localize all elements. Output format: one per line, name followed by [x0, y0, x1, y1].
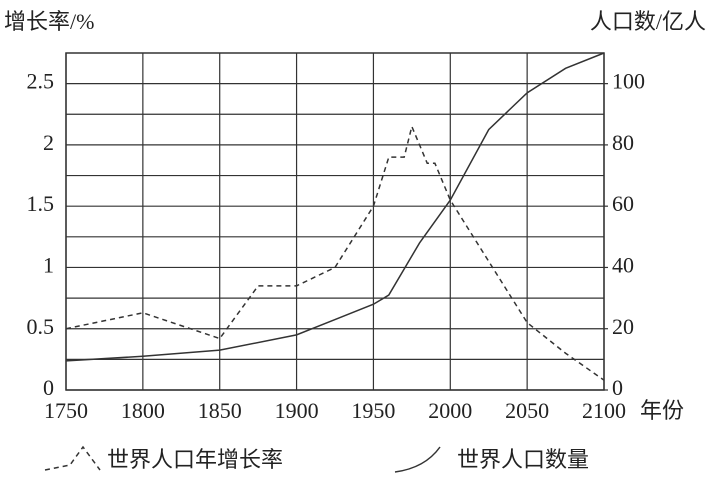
series-line — [65, 52, 605, 362]
y-tick-label: 1.5 — [27, 191, 55, 216]
x-tick-label: 1950 — [351, 398, 395, 423]
legend-icon — [44, 445, 101, 471]
y2-tick-label: 60 — [612, 191, 634, 216]
y-tick-label: 1 — [43, 253, 54, 278]
y-tick-label: 2 — [43, 130, 54, 155]
y-tick-label: 2.5 — [27, 69, 55, 94]
y2-tick-label: 40 — [612, 253, 634, 278]
y-tick-label: 0 — [43, 375, 54, 400]
legend-label: 世界人口数量 — [457, 447, 589, 472]
x-axis-title: 年份 — [640, 398, 684, 423]
x-tick-label: 1800 — [121, 398, 165, 423]
x-tick-label: 2050 — [505, 398, 549, 423]
x-tick-label: 2100 — [582, 398, 626, 423]
series-line — [65, 124, 605, 381]
x-tick-label: 1750 — [44, 398, 88, 423]
y-axis-title: 增长率/% — [4, 9, 94, 34]
y-tick-label: 0.5 — [27, 314, 55, 339]
x-tick-label: 1850 — [198, 398, 242, 423]
x-tick-label: 1900 — [275, 398, 319, 423]
y2-tick-label: 0 — [612, 375, 623, 400]
x-tick-label: 2000 — [428, 398, 472, 423]
y2-axis-title: 人口数/亿人 — [590, 9, 706, 34]
plot-frame — [65, 52, 605, 391]
y2-tick-label: 80 — [612, 130, 634, 155]
y2-tick-label: 20 — [612, 314, 634, 339]
legend-label: 世界人口年增长率 — [107, 447, 283, 472]
legend-icon — [394, 446, 441, 473]
y2-tick-label: 100 — [612, 69, 645, 94]
